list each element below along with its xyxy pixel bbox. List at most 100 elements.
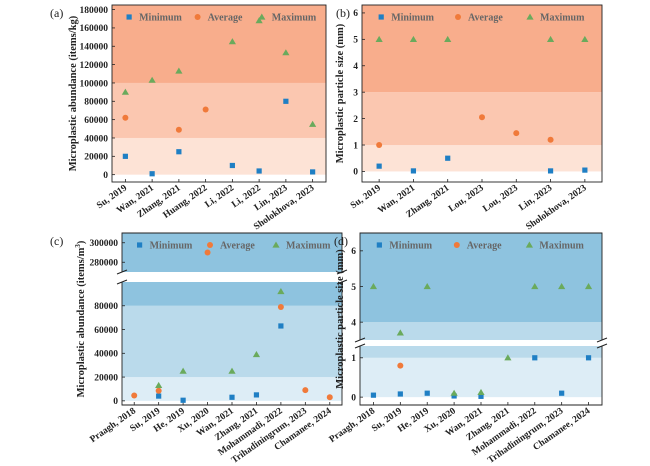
background-band [112,82,326,138]
maximum-marker [252,350,261,358]
background-band [112,137,326,175]
axis-break-mark [116,269,128,275]
y-tick-label: 5 [351,283,356,293]
legend-average-label: Average [468,13,503,24]
average-marker [547,136,554,143]
legend-minimum-label: Minimum [391,13,434,24]
average-marker [155,387,162,394]
y-axis-label: Microplastic particle size (mm) [335,23,346,163]
minimum-marker [376,163,382,169]
y-tick-label: 180000 [80,6,109,16]
maximum-marker [423,283,431,290]
maximum-marker [444,35,452,42]
y-tick-label: 20000 [84,153,108,163]
y-tick-label: 20000 [94,373,118,383]
average-marker [455,14,461,20]
y-tick-label: 1 [353,141,358,151]
legend-maximum-label: Maximum [286,241,331,252]
panel-label: (c) [50,234,63,248]
background-band [122,305,342,378]
minimum-marker [478,393,484,399]
y-tick-label: 80000 [84,98,108,108]
y-tick-label: 80000 [94,302,118,312]
minimum-marker [149,171,155,177]
maximum-marker [148,76,156,83]
minimum-marker [253,392,260,398]
y-tick-label: 4 [353,62,358,72]
y-tick-label: 100000 [80,79,109,89]
average-marker [194,14,201,20]
average-marker [376,142,383,149]
maximum-marker [282,49,290,56]
maximum-marker [450,389,458,396]
legend-minimum-label: Minimum [139,13,182,24]
axis-break-mark [354,343,366,349]
minimum-marker [180,397,186,403]
plot-frame [111,4,327,183]
y-tick-label: 3 [353,88,358,98]
y-tick-label: 1 [351,354,356,364]
minimum-marker [126,14,132,20]
axis-break-mark [336,279,348,285]
y-tick-label: 6 [353,9,358,19]
minimum-marker [370,392,377,398]
maximum-marker [477,388,485,396]
minimum-marker [156,393,162,399]
average-marker [277,303,284,310]
maximum-marker [558,283,566,290]
minimum-marker [310,169,316,175]
plot-frame-upper [121,232,343,272]
maximum-marker [581,35,589,42]
minimum-marker [424,390,430,396]
panel-label: (a) [50,6,63,20]
minimum-marker [229,394,235,400]
y-tick-label: 0 [103,171,108,181]
maximum-marker [228,367,236,374]
maximum-marker [258,13,266,20]
minimum-marker [229,162,235,169]
average-marker [175,126,182,133]
y-tick-label: 2 [353,115,358,125]
legend-maximum-label: Maximum [540,13,585,24]
maximum-marker [121,88,129,95]
minimum-marker [137,242,143,248]
minimum-marker [559,390,565,396]
minimum-marker [378,14,384,20]
average-marker [453,242,460,248]
y-tick-label: 0 [351,393,356,403]
y-axis-label-text: Microplastic abundance (items/m [76,247,87,397]
maximum-marker [546,35,555,42]
average-marker [202,106,209,113]
y-tick-label: 280000 [90,259,119,269]
y-axis-label-text: Microplastic abundance (items/kg) [68,15,79,171]
average-marker [131,392,138,399]
background-band [122,377,342,401]
y-tick-label: 60000 [94,326,118,336]
minimum-marker [582,167,588,173]
y-tick-label: 40000 [84,134,108,144]
average-marker [513,130,520,137]
y-tick-label: 4 [351,318,356,328]
axis-break-mark [354,337,366,343]
y-axis-label-text: Microplastic particle size (mm) [335,249,346,389]
minimum-marker [376,242,382,248]
background-band [122,233,342,272]
background-band [360,233,602,323]
x-tick-label: Sholokhova, 2023 [524,183,588,232]
maximum-marker [228,38,236,45]
maximum-marker [526,13,534,20]
minimum-marker [547,168,554,174]
y-tick-label: 6 [351,247,356,257]
background-band [360,322,602,340]
legend-average-label: Average [467,241,502,252]
maximum-marker [272,241,280,248]
legend-average-label: Average [220,241,255,252]
y-tick-label: 5 [353,36,358,46]
average-marker [302,387,309,394]
background-band [362,5,602,93]
average-marker [204,249,211,256]
legend-average-label: Average [208,13,243,24]
y-axis-label: Microplastic particle size (mm) [335,249,346,389]
